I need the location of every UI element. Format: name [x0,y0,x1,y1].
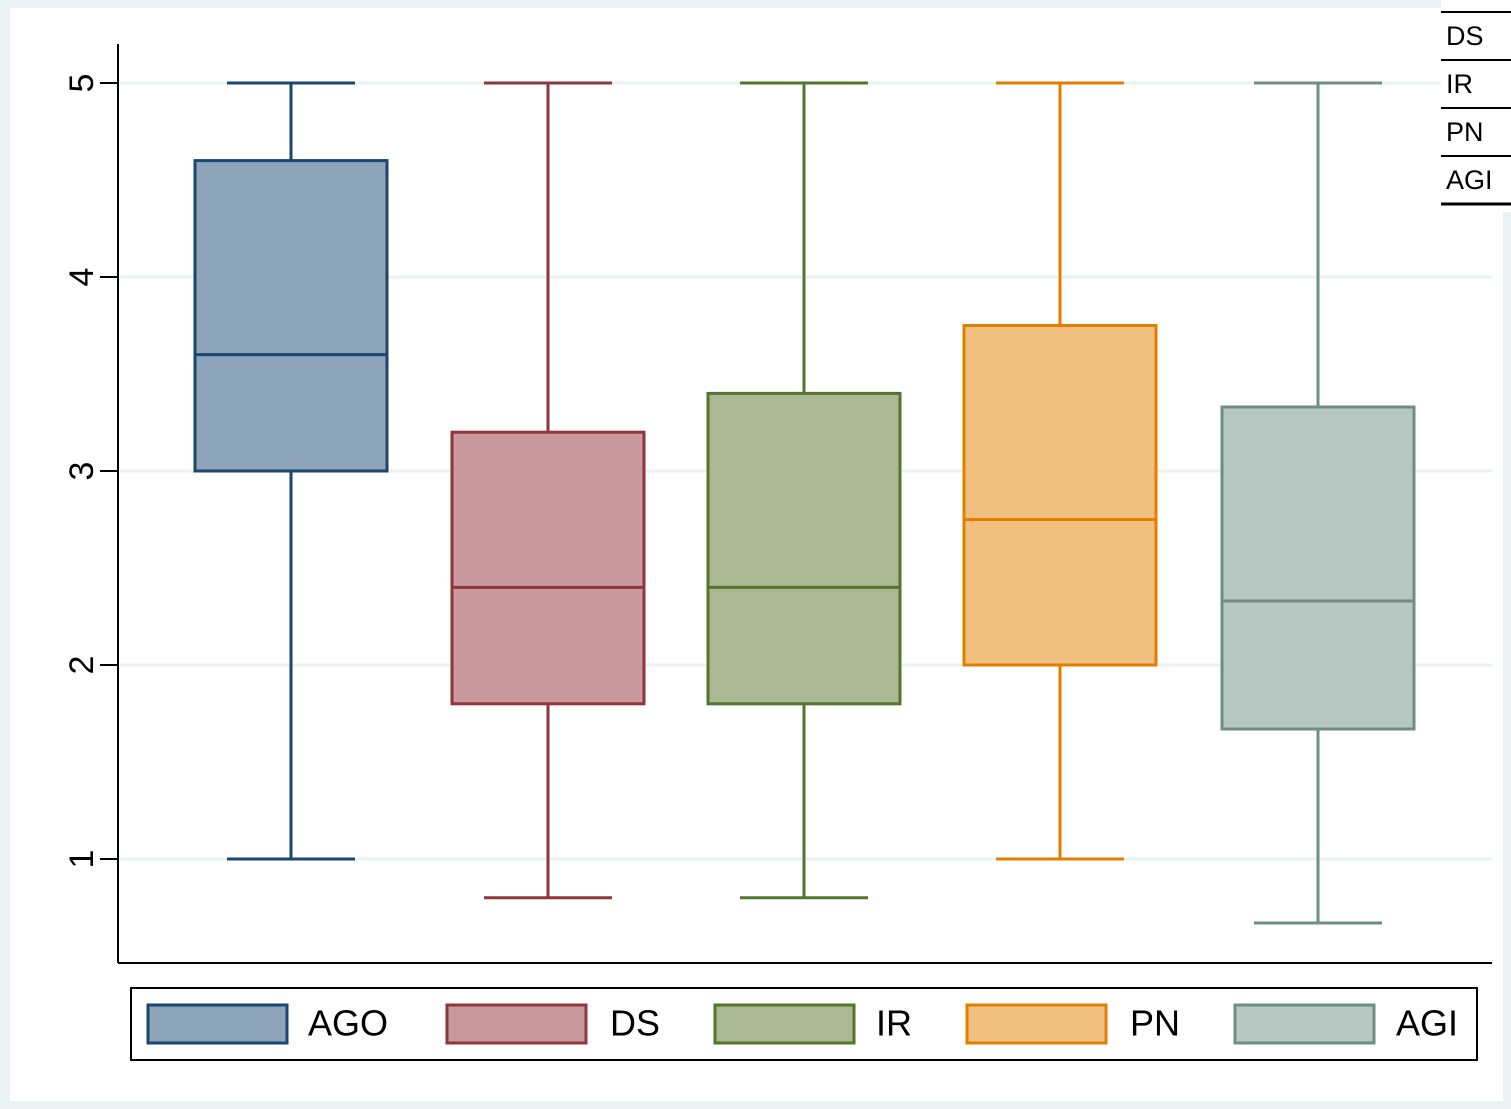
y-tick-label: 1 [63,850,101,869]
legend-label: IR [876,1003,912,1044]
overlay-row-label: DS [1446,21,1484,51]
legend-entry-ir: IR [713,1003,912,1045]
legend-swatch [146,1003,289,1045]
box-ir [706,81,902,900]
y-tick-label: 2 [63,656,101,675]
overlay-row-label: AGI [1446,165,1493,195]
overlay-table-fragment: DS IR PN AGI [1441,0,1511,212]
legend-swatch [965,1003,1108,1045]
legend: AGO DS IR PN AGI [130,987,1478,1061]
box-ds [450,81,646,900]
legend-swatch [713,1003,856,1045]
box-agi [1220,81,1416,925]
y-tick-label: 3 [63,462,101,481]
iqr-box [962,324,1158,667]
iqr-box [1220,405,1416,731]
iqr-box [450,430,646,706]
y-tick-label: 5 [63,74,101,93]
box-pn [962,81,1158,861]
axes [117,44,1492,964]
legend-entry-ds: DS [445,1003,660,1045]
boxes [193,81,1416,925]
box-ago [193,81,389,861]
legend-swatch [1233,1003,1376,1045]
iqr-box [706,391,902,706]
legend-entry-ago: AGO [146,1003,388,1045]
overlay-row-label: PN [1446,117,1484,147]
legend-entry-agi: AGI [1233,1003,1458,1045]
y-axis-ticks: 1 2 3 4 5 [63,74,118,869]
y-tick-label: 4 [63,268,101,287]
legend-label: AGI [1396,1003,1458,1044]
legend-label: PN [1130,1003,1180,1044]
overlay-row-label: IR [1446,69,1473,99]
legend-label: DS [610,1003,660,1044]
legend-swatch [445,1003,588,1045]
legend-entry-pn: PN [965,1003,1180,1045]
overlay-background [1441,0,1511,212]
iqr-box [193,159,389,473]
legend-label: AGO [308,1003,388,1044]
